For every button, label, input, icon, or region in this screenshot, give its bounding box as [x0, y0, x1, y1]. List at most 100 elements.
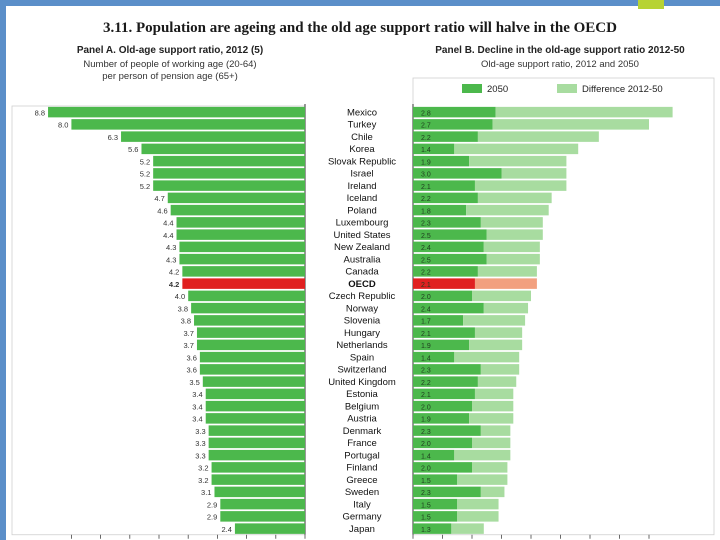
panel-b-bar-2050 — [413, 413, 470, 424]
panel-a-value-label: 4.3 — [166, 255, 176, 264]
panel-b-value-label: 1.9 — [421, 417, 431, 424]
panel-a-bar — [208, 425, 305, 436]
panel-b-bar-2050 — [413, 278, 475, 289]
panel-b-bar-difference — [469, 155, 567, 167]
panel-b-bar-difference — [472, 462, 508, 473]
panel-a-bar — [182, 266, 305, 277]
country-label: Greece — [346, 475, 377, 486]
panel-a-value-label: 4.6 — [157, 206, 167, 215]
panel-b-bar-difference — [477, 376, 517, 387]
country-label: Portugal — [344, 450, 379, 461]
panel-a-value-label: 5.2 — [140, 157, 150, 166]
panel-a-value-label: 4.2 — [169, 268, 179, 277]
panel-a-bar — [176, 229, 305, 240]
country-label: Turkey — [348, 120, 377, 131]
panel-b-value-label: 2.0 — [421, 466, 431, 473]
panel-b-value-label: 2.8 — [421, 110, 431, 117]
panel-b-bar-difference — [477, 131, 599, 142]
panel-b-bar-difference — [457, 474, 508, 485]
country-label: Sweden — [345, 487, 379, 498]
panel-a-value-label: 3.8 — [178, 304, 188, 313]
panel-a-value-label: 4.7 — [154, 194, 164, 203]
country-label: Hungary — [344, 328, 380, 339]
panel-b-value-label: 2.5 — [421, 257, 431, 264]
panel-b-bar-2050 — [413, 119, 493, 130]
panel-a-bar — [205, 388, 305, 400]
panel-b-value-label: 1.5 — [421, 515, 431, 522]
panel-b-bar-difference — [495, 106, 673, 118]
panel-b-bar-difference — [480, 364, 520, 375]
panel-a-value-label: 6.3 — [108, 133, 118, 142]
panel-b-subtitle: Old-age support ratio, 2012 and 2050 — [481, 59, 639, 70]
panel-b-value-label: 2.0 — [421, 441, 431, 448]
panel-a-bar — [205, 413, 305, 424]
country-label: Netherlands — [336, 340, 387, 351]
panel-a-value-label: 3.6 — [186, 353, 196, 362]
panel-b-bar-2050 — [413, 462, 472, 473]
country-label: Korea — [349, 144, 375, 155]
panel-a-bar — [211, 474, 305, 485]
country-label: Denmark — [343, 426, 382, 437]
panel-a-value-label: 3.7 — [184, 341, 194, 350]
panel-b-bar-difference — [480, 217, 543, 228]
panel-a-bar — [194, 315, 305, 326]
country-label: Spain — [350, 352, 374, 363]
panel-b-bar-2050 — [413, 511, 458, 522]
panel-b-bar-difference — [457, 498, 499, 510]
panel-a-value-label: 2.9 — [207, 500, 217, 509]
panel-b-bar-2050 — [413, 168, 502, 179]
panel-a-value-label: 3.4 — [192, 415, 202, 424]
panel-b-value-label: 2.2 — [421, 196, 431, 203]
panel-b-bar-2050 — [413, 155, 470, 167]
panel-a-title: Panel A. Old-age support ratio, 2012 (5) — [76, 45, 264, 56]
panel-b-value-label: 2.4 — [421, 245, 431, 252]
panel-a-value-label: 3.2 — [198, 476, 208, 485]
panel-b-bar-2050 — [413, 474, 458, 485]
panel-a-value-label: 4.2 — [169, 280, 179, 289]
panel-b-bar-2050 — [413, 315, 464, 326]
panel-b-bar-difference — [480, 425, 511, 436]
panel-b-bar-difference — [486, 253, 540, 265]
panel-a-value-label: 3.3 — [195, 439, 205, 448]
legend-difference-swatch — [557, 84, 577, 93]
panel-b-value-label: 2.1 — [421, 392, 431, 399]
panel-b-bar-2050 — [413, 192, 478, 204]
panel-a-value-label: 4.4 — [163, 219, 173, 228]
panel-a-bar — [153, 168, 305, 179]
panel-a-bar — [188, 290, 305, 302]
panel-b-bar-difference — [492, 119, 649, 130]
panel-b-bar-2050 — [413, 217, 481, 228]
panel-a-bar — [199, 351, 305, 363]
top-accent-block — [638, 0, 664, 9]
panel-a-bar — [196, 339, 305, 351]
panel-b-value-label: 1.4 — [421, 453, 431, 460]
panel-b-bar-difference — [477, 192, 552, 204]
panel-a-value-label: 4.0 — [175, 292, 185, 301]
panel-b-bar-2050 — [413, 180, 475, 191]
panel-a-value-label: 5.2 — [140, 182, 150, 191]
panel-b-bar-difference — [474, 180, 567, 191]
panel-a-bar — [234, 523, 305, 534]
panel-a-bar — [208, 437, 305, 449]
panel-b-bar-difference — [483, 302, 529, 314]
legend-2050-swatch — [462, 84, 482, 93]
panel-a-value-label: 3.2 — [198, 464, 208, 473]
panel-a-value-label: 8.0 — [58, 121, 68, 130]
panel-a-bar — [176, 217, 305, 228]
country-label: Norway — [346, 303, 378, 314]
panel-b-bar-2050 — [413, 266, 478, 277]
panel-b-value-label: 2.2 — [421, 380, 431, 387]
panel-b-bar-2050 — [413, 302, 484, 314]
panel-b-bar-difference — [480, 486, 505, 498]
panel-b-value-label: 2.3 — [421, 368, 431, 375]
panel-b-value-label: 2.2 — [421, 135, 431, 142]
panel-b-bar-difference — [469, 339, 523, 351]
country-label: Czech Republic — [329, 291, 396, 302]
country-label: Japan — [349, 524, 375, 535]
panel-a-bar — [121, 131, 305, 142]
panel-b-bar-difference — [454, 143, 579, 155]
panel-b-bar-difference — [469, 413, 514, 424]
panel-b-value-label: 1.7 — [421, 319, 431, 326]
panel-b-bar-2050 — [413, 486, 481, 498]
